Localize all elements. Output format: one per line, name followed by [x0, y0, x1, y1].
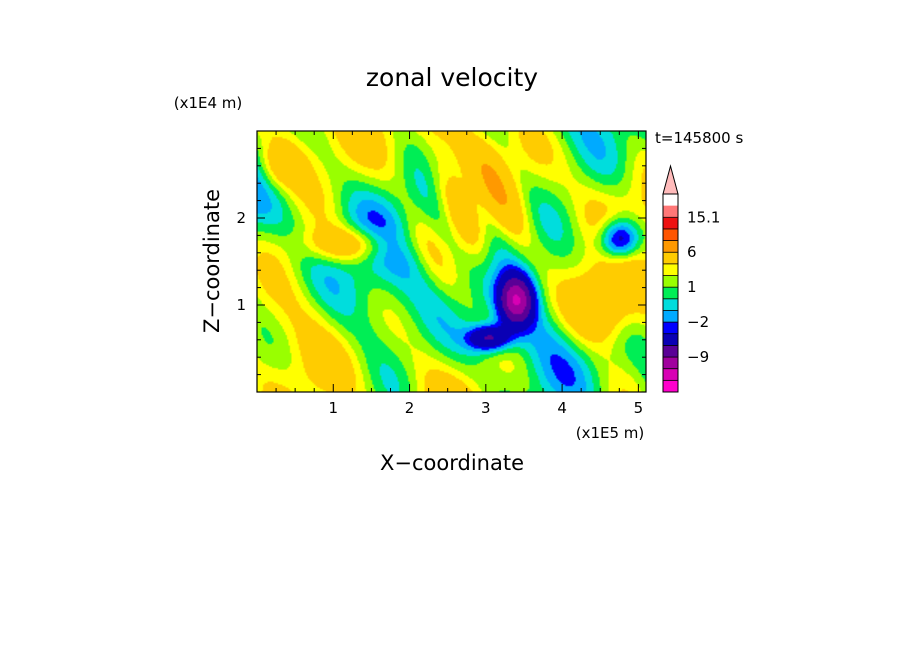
colorbar-swatch [663, 298, 678, 311]
colorbar-swatch [663, 368, 678, 381]
x-tick-label: 4 [557, 399, 567, 417]
x-axis-label: X−coordinate [380, 451, 524, 475]
x-tick-label: 2 [405, 399, 415, 417]
x-tick-label: 1 [329, 399, 339, 417]
colorbar-max-arrow [662, 164, 679, 195]
colorbar-label: −2 [687, 313, 709, 331]
colorbar-label: −9 [687, 348, 709, 366]
colorbar-swatch [663, 252, 678, 265]
colorbar-swatch [663, 333, 678, 346]
y-tick-label: 2 [236, 209, 246, 227]
time-label: t=145800 s [655, 129, 743, 147]
colorbar-swatch [663, 228, 678, 241]
colorbar-swatch [663, 322, 678, 335]
colorbar-label: 6 [687, 243, 697, 261]
colorbar-swatch [663, 217, 678, 230]
colorbar-label: 1 [687, 278, 697, 296]
colorbar-swatch [663, 287, 678, 300]
contour-plot-area [257, 131, 646, 392]
colorbar-label: 15.1 [687, 208, 720, 226]
colorbar-swatch [663, 263, 678, 276]
y-axis-label: Z−coordinate [200, 189, 224, 333]
colorbar-swatch [663, 310, 678, 323]
plot-axes: 1 2 3 4 5 1 2 [236, 130, 647, 417]
colorbar-swatch [663, 345, 678, 358]
colorbar-swatch [663, 275, 678, 288]
chart-title: zonal velocity [366, 63, 538, 92]
colorbar-swatch [663, 205, 678, 218]
colorbar-swatch [663, 357, 678, 370]
y-multiplier-label: (x1E4 m) [174, 94, 243, 112]
colorbar: 15.1 6 1 −2 −9 [662, 164, 720, 393]
colorbar-swatch [663, 380, 678, 393]
velocity-field [257, 131, 646, 392]
x-multiplier-label: (x1E5 m) [576, 424, 645, 442]
plot-frame [256, 130, 647, 393]
y-tick-label: 1 [236, 296, 246, 314]
x-tick-label: 3 [481, 399, 491, 417]
x-tick-label: 5 [634, 399, 644, 417]
colorbar-frame [662, 193, 679, 393]
colorbar-swatch [663, 240, 678, 253]
